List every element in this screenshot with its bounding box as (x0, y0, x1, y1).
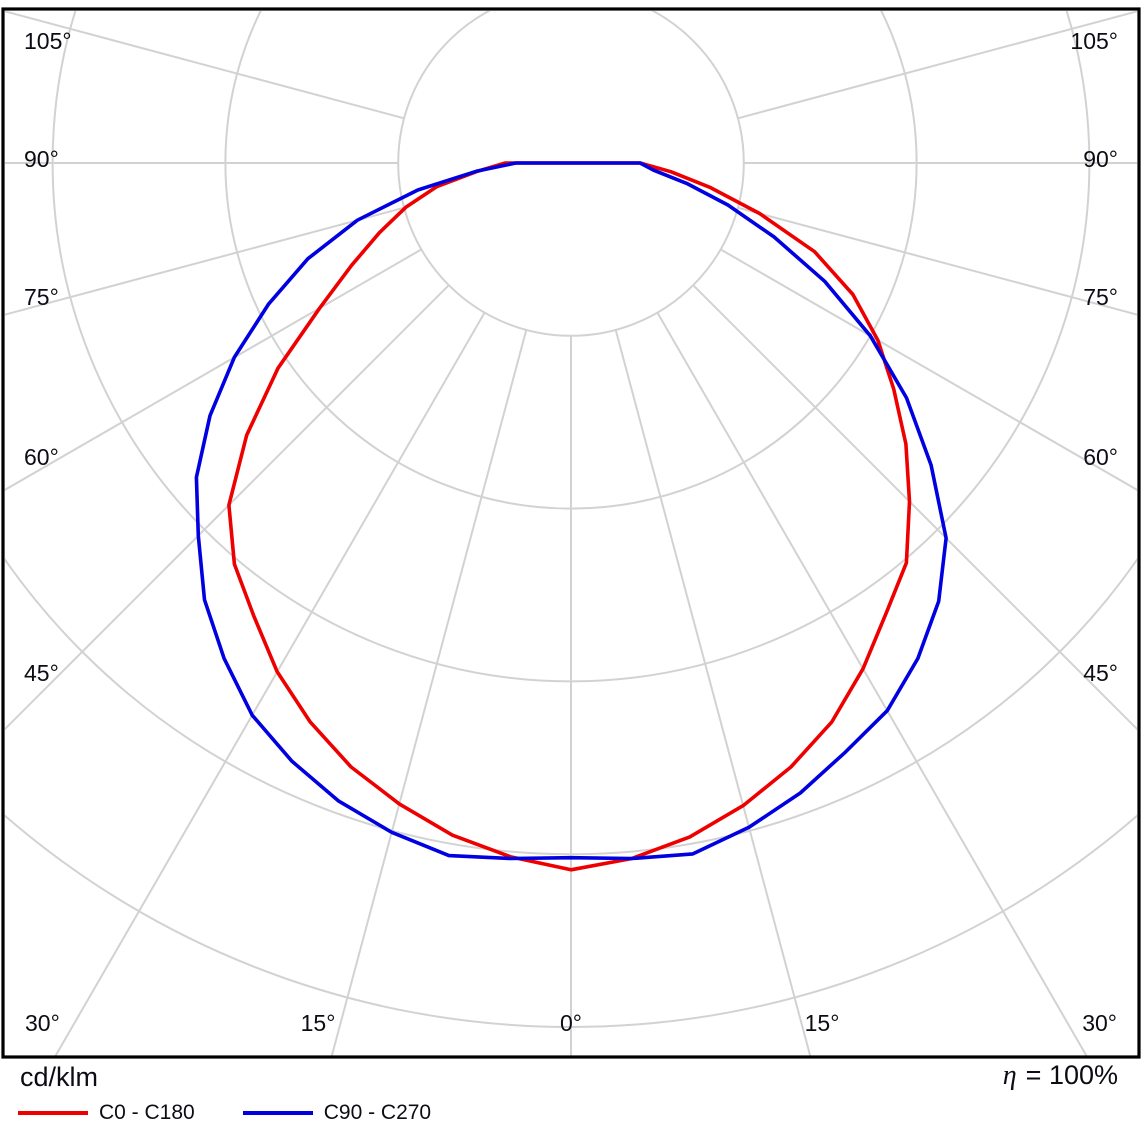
curve-c90-c270 (194, 161, 948, 861)
angle-label-bottom: 15° (805, 1010, 840, 1036)
angle-label-right: 60° (1083, 444, 1118, 470)
angle-label-left: 105° (24, 28, 72, 54)
plot-border (1, 7, 1141, 1059)
legend-label-c0-c180: C0 - C180 (99, 1101, 195, 1124)
grid-ring (397, 11, 745, 337)
grid-spoke (5, 248, 422, 491)
legend-item-c90-c270: C90 - C270 (242, 1101, 432, 1125)
units-label: cd/klm (20, 1062, 99, 1092)
grid-spoke (737, 206, 1137, 316)
angle-label-left: 45° (24, 660, 59, 686)
angle-label-bottom: 30° (25, 1010, 60, 1036)
angle-label-bottom: 0° (560, 1010, 582, 1036)
polar-grid (5, 11, 1137, 1056)
angle-label-right: 90° (1083, 146, 1118, 172)
legend-swatch-red (18, 1111, 88, 1115)
legend-item-c0-c180: C0 - C180 (18, 1101, 195, 1125)
eta-value: = 100% (1025, 1060, 1118, 1090)
polar-chart: 105° 105° 90° 90° 75° 75° 60° 60° 45° 45° 30° 15° 0°… (1, 7, 1141, 1059)
angle-label-left: 60° (24, 444, 59, 470)
legend: C0 - C180 C90 - C270 (18, 1101, 479, 1125)
grid-spoke (330, 329, 528, 1056)
legend-swatch-blue (242, 1111, 313, 1115)
angle-label-right: 105° (1070, 28, 1118, 54)
curve-c0-c180 (227, 161, 912, 872)
grid-spoke (692, 284, 1137, 731)
curves (194, 161, 948, 872)
angle-label-left: 90° (24, 146, 59, 172)
grid-spoke (54, 312, 486, 1056)
angle-label-bottom: 30° (1082, 1010, 1117, 1036)
eta-symbol: η (1002, 1060, 1017, 1091)
legend-label-c90-c270: C90 - C270 (323, 1101, 432, 1124)
grid-spoke (5, 284, 450, 731)
grid-spoke (5, 206, 405, 316)
grid-spoke (737, 11, 1137, 120)
grid-spoke (656, 312, 1088, 1056)
angle-label-right: 75° (1083, 284, 1118, 310)
angle-label-right: 45° (1083, 660, 1118, 686)
angle-label-left: 75° (24, 284, 59, 310)
grid-spoke (5, 11, 405, 120)
efficiency-label: η = 100% (1003, 1060, 1118, 1092)
grid-spoke (720, 248, 1137, 491)
grid-spoke (614, 329, 812, 1056)
angle-label-bottom: 15° (301, 1010, 336, 1036)
